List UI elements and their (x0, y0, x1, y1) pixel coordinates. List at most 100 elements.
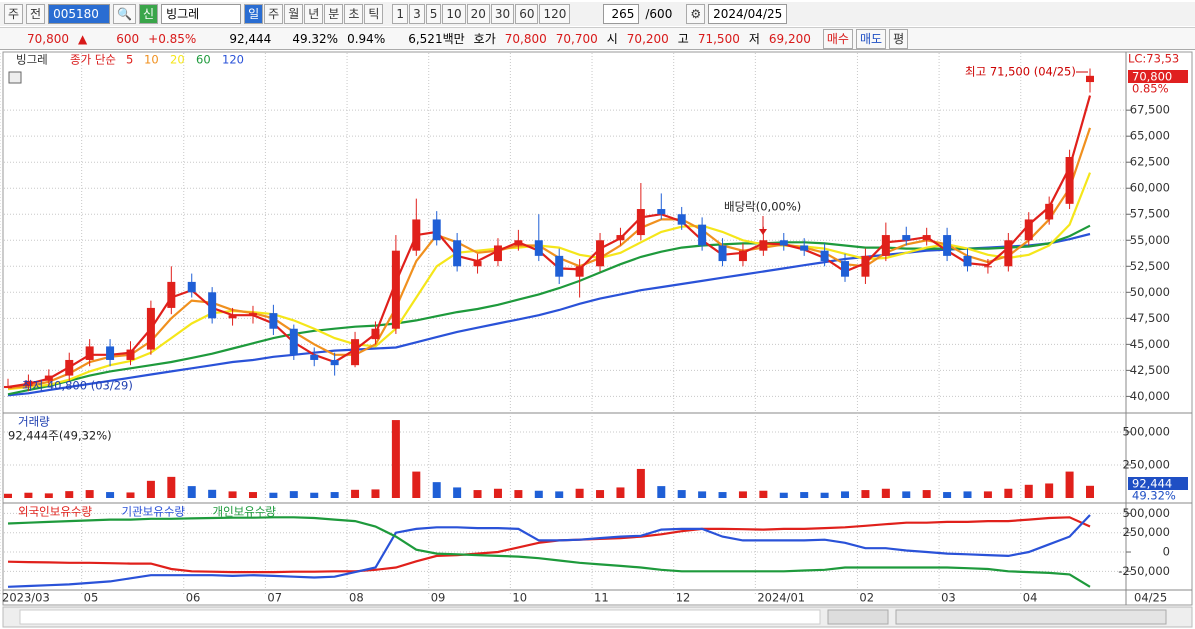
candle-body (881, 235, 890, 256)
volume-bar (391, 420, 400, 498)
multiplier-button[interactable]: 60 (515, 4, 539, 24)
volume-bar (493, 488, 502, 498)
volume-bar (269, 492, 278, 498)
volume-bar (1004, 488, 1013, 498)
series-line (7, 127, 1092, 390)
y-tick-label: 60,000 (1130, 181, 1170, 195)
candle-body (44, 375, 53, 381)
x-tick-label: 06 (186, 591, 201, 605)
open-label: 시 (606, 32, 618, 46)
volume-bar (841, 491, 850, 498)
multiplier-button[interactable]: 20 (466, 4, 490, 24)
interval-button[interactable]: 월 (284, 4, 304, 24)
y-tick-label: 42,500 (1130, 363, 1170, 377)
volume-bar (657, 486, 666, 498)
x-tick-label: 11 (594, 591, 609, 605)
candle-body (636, 209, 645, 236)
y-tick-label: 500,000 (1122, 506, 1170, 520)
stock-name: 빙그레 (161, 4, 242, 24)
quote-label: 호가 (473, 32, 496, 46)
x-tick-label: 05 (84, 591, 99, 605)
bid: 70,700 (555, 31, 598, 46)
count-input[interactable]: 265 (603, 4, 640, 24)
volume-bar (861, 490, 870, 498)
scroll-track[interactable] (19, 609, 821, 625)
playback-buttons[interactable] (827, 609, 889, 625)
x-tick-label: 04 (1023, 591, 1038, 605)
event-marker (759, 229, 767, 235)
volume-bar (575, 488, 584, 498)
multiplier-button[interactable]: 30 (490, 4, 515, 24)
change: 600 (116, 31, 140, 46)
annotation: 배당락(0,00%) (724, 200, 801, 214)
zoom-tools[interactable] (895, 609, 1167, 625)
legend-entry: 외국인보유수량 (18, 505, 92, 519)
volume: 92,444 (229, 31, 272, 46)
volume-bar (698, 491, 707, 498)
y-tick-label: 45,000 (1130, 337, 1170, 351)
multiplier-button[interactable]: 5 (425, 4, 442, 24)
low: 69,200 (768, 31, 811, 46)
interval-button[interactable]: 틱 (364, 4, 384, 24)
candle-body (616, 235, 625, 241)
tool-buttons[interactable]: ⚙ (686, 4, 706, 24)
annotation: 최고 71,500 (04/25) (965, 65, 1076, 79)
ask: 70,800 (504, 31, 547, 46)
interval-button[interactable]: 주 (264, 4, 284, 24)
chart-frame (2, 51, 1193, 606)
arrow: ▲ (78, 31, 88, 46)
multiplier-button[interactable]: 120 (539, 4, 571, 24)
interval-button[interactable]: 년 (304, 4, 324, 24)
y-tick-label: 52,500 (1130, 259, 1170, 273)
volume-bar (351, 489, 360, 498)
avg-button[interactable]: 평 (889, 28, 909, 49)
icon[interactable] (8, 71, 22, 84)
candle-body (167, 281, 176, 308)
candle-body (657, 209, 666, 215)
volume-box (1128, 477, 1188, 490)
code-input[interactable]: 005180 (48, 4, 111, 24)
series-line (7, 516, 1091, 588)
y-tick-label: 55,000 (1130, 233, 1170, 247)
x-tick-label: 03 (941, 591, 956, 605)
volume-bar (738, 491, 747, 498)
high: 71,500 (697, 31, 740, 46)
legend-entry: 개인보유수량 (213, 505, 277, 519)
candle-body (371, 328, 380, 340)
candle-body (351, 339, 360, 366)
multiplier-button[interactable]: 1 (392, 4, 409, 24)
volume-bar (167, 476, 176, 498)
panel-subtitle: 92,444주(49,32%) (8, 429, 112, 443)
period-select[interactable]: 주 (4, 4, 24, 24)
price-box (1128, 70, 1188, 83)
search-button[interactable]: 🔍 (113, 4, 137, 24)
x-tick-label: 08 (349, 591, 364, 605)
y-tick-label: -250,000 (1118, 564, 1170, 578)
candle-body (187, 281, 196, 293)
prev-button[interactable]: 전 (26, 4, 46, 24)
candle-body (1086, 75, 1094, 83)
volume-bar (4, 493, 12, 498)
interval-button[interactable]: 일 (244, 4, 264, 24)
legend-entry: 10 (144, 53, 159, 67)
volume-bar (596, 490, 605, 498)
candle-body (1004, 240, 1013, 267)
volume-bar (800, 492, 809, 498)
volume-bar (432, 482, 441, 498)
multiplier-button[interactable]: 10 (442, 4, 466, 24)
sell-button[interactable]: 매도 (855, 28, 887, 49)
candle-body (391, 250, 400, 329)
x-tick-label: 2023/03 (2, 591, 50, 605)
buy-button[interactable]: 매수 (822, 28, 853, 49)
multiplier-button[interactable]: 3 (409, 4, 425, 24)
interval-button[interactable]: 초 (344, 4, 364, 24)
candle-body (779, 240, 788, 246)
y-tick-label: 500,000 (1122, 424, 1170, 438)
right-label: 49.32% (1132, 489, 1176, 503)
interval-button[interactable]: 분 (324, 4, 344, 24)
y-tick-label: 67,500 (1130, 103, 1170, 117)
date-input[interactable]: 2024/04/25 (708, 4, 788, 24)
series-line (7, 516, 1091, 574)
volume-bar (616, 487, 625, 498)
